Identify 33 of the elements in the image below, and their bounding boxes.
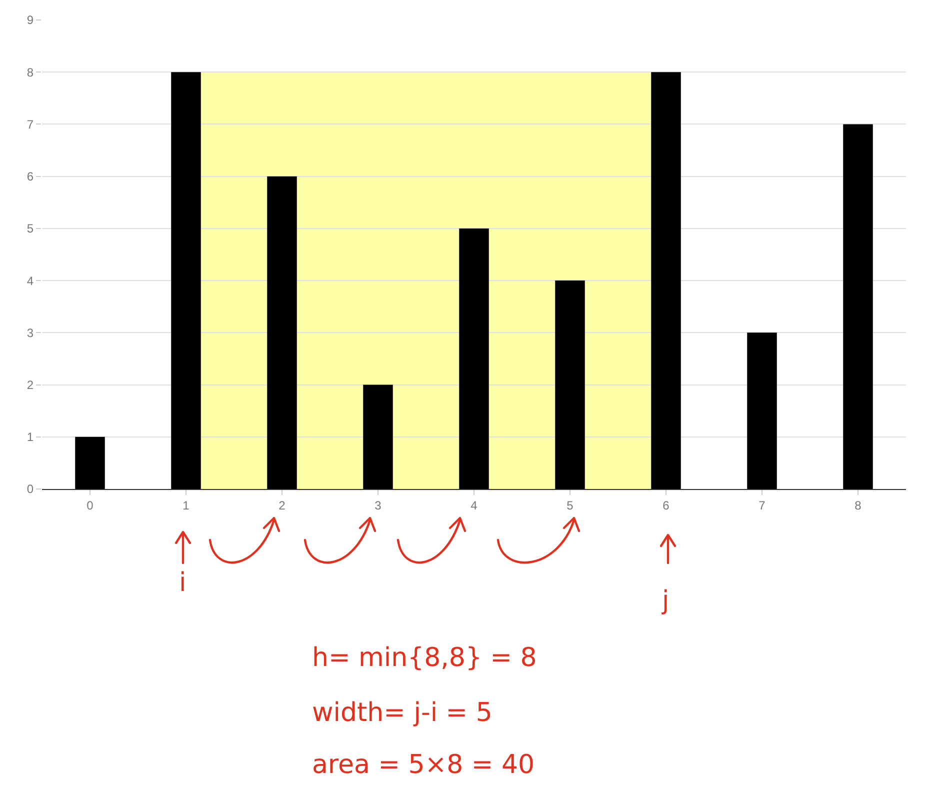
- y-tick-label: 2: [26, 378, 34, 392]
- bar: [651, 72, 681, 489]
- y-tick-label: 0: [26, 482, 34, 496]
- y-tick-label: 8: [26, 65, 34, 80]
- y-tick-label: 3: [26, 326, 34, 340]
- x-tick-label: 8: [854, 498, 862, 512]
- x-tick-label: 0: [86, 498, 94, 512]
- bar: [363, 384, 393, 489]
- x-tick-label: 1: [182, 498, 190, 512]
- x-tick-label: 7: [758, 498, 766, 512]
- bar: [747, 332, 777, 489]
- y-tick-label: 9: [26, 13, 34, 28]
- y-tick-label: 6: [26, 170, 34, 184]
- bar: [459, 228, 489, 489]
- text: area = 5×8 = 40: [312, 750, 535, 780]
- bar: [843, 124, 873, 489]
- y-tick-label: 5: [26, 222, 34, 236]
- bar: [75, 436, 105, 489]
- x-tick-label: 6: [662, 498, 670, 512]
- x-tick-label: 3: [374, 498, 382, 512]
- bar: [267, 176, 297, 489]
- x-tick-label: 5: [566, 498, 574, 512]
- text: width= j-i = 5: [312, 698, 492, 728]
- x-tick-label: 2: [278, 498, 286, 512]
- text: i: [179, 568, 186, 598]
- x-tick-label: 4: [470, 498, 478, 512]
- bar: [171, 72, 201, 489]
- y-tick-label: 1: [26, 430, 34, 444]
- y-tick-label: 7: [26, 117, 34, 132]
- text: h= min{8,8} = 8: [312, 643, 537, 673]
- y-tick-label: 4: [26, 274, 34, 288]
- text: j: [662, 586, 670, 616]
- bar: [555, 280, 585, 489]
